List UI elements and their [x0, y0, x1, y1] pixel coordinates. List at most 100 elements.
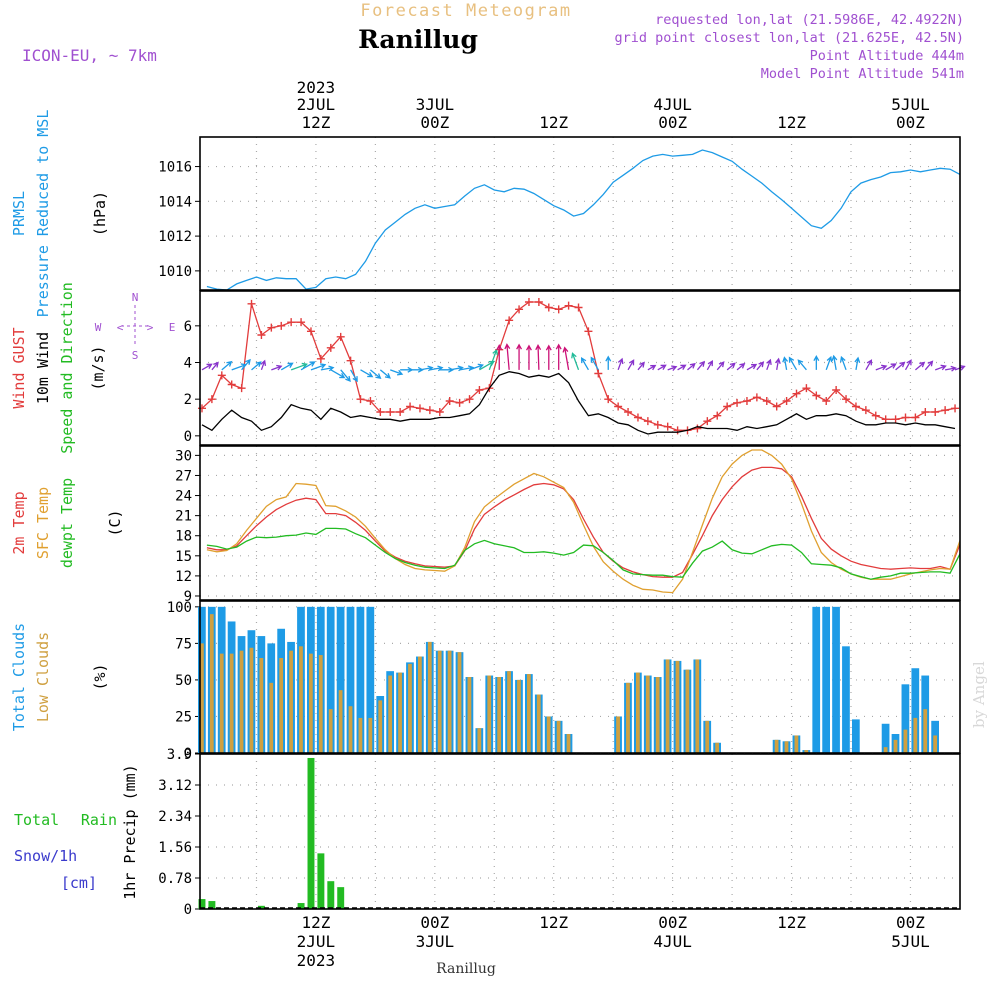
wind-direction-arrow	[545, 344, 552, 370]
sfc-temp-line	[206, 449, 961, 594]
gust-marker	[277, 321, 286, 330]
wind-direction-arrow	[340, 369, 351, 382]
gust-marker	[624, 408, 633, 416]
wind-direction-arrow	[350, 369, 358, 383]
gust-marker	[881, 415, 890, 424]
low-cloud-bar	[517, 679, 521, 753]
gust-marker	[267, 323, 276, 332]
gust-marker	[217, 371, 226, 380]
low-cloud-bar	[903, 729, 908, 753]
low-cloud-bar	[635, 672, 640, 753]
low-cloud-bar	[566, 734, 571, 753]
low-cloud-bar	[804, 750, 809, 753]
wind-direction-arrow	[251, 361, 262, 371]
wind-direction-arrow	[885, 363, 897, 371]
y-axis-unit: (hPa)	[91, 191, 109, 236]
precip-legend-label: Rain	[81, 811, 117, 829]
wind-direction-arrow	[488, 348, 498, 371]
wind-direction-arrow	[766, 358, 772, 371]
panel-label-line: 10m Wind	[34, 332, 52, 404]
wind-direction-arrow	[736, 362, 746, 371]
low-cloud-bar	[705, 720, 710, 753]
gust-marker	[614, 402, 623, 411]
wind-direction-arrow	[782, 356, 789, 370]
gust-marker	[673, 426, 682, 435]
time-label-day: 5JUL	[891, 95, 930, 114]
low-cloud-bar	[269, 682, 274, 753]
10m-wind-line	[201, 371, 956, 435]
gust-marker	[921, 408, 930, 416]
low-cloud-bar	[318, 655, 323, 753]
total-cloud-bar	[851, 719, 860, 753]
time-label-hour: 00Z	[658, 913, 687, 932]
gust-marker	[544, 303, 553, 312]
time-label-day: 4JUL	[653, 932, 692, 951]
gust-marker	[356, 395, 365, 404]
gust-marker	[871, 411, 880, 420]
wind-direction-arrow	[516, 343, 523, 370]
wind-direction-arrow	[945, 365, 957, 372]
y-tick-label: 27	[175, 468, 192, 484]
prmsl-line	[206, 149, 961, 291]
precip-legend-label: [cm]	[61, 874, 97, 892]
time-label-day: 2JUL	[297, 95, 336, 114]
wind-direction-arrow	[260, 359, 267, 371]
gust-marker	[891, 415, 900, 424]
time-label-hour: 12Z	[539, 113, 568, 132]
rain-bar	[317, 853, 325, 909]
low-cloud-bar	[358, 717, 363, 753]
wind-direction-arrow	[617, 357, 624, 371]
gust-marker	[406, 402, 415, 411]
gust-marker	[693, 424, 702, 433]
rain-bar	[337, 887, 345, 909]
low-cloud-bar	[348, 706, 353, 753]
panel-label-line: Pressure Reduced to MSL	[34, 110, 52, 318]
y-tick-label: 75	[175, 636, 192, 652]
time-label-day: 4JUL	[653, 95, 692, 114]
low-cloud-bar	[378, 700, 383, 753]
low-cloud-bar	[457, 652, 462, 753]
compass-e: E	[169, 321, 176, 334]
supertitle: Forecast Meteogram	[360, 1, 571, 21]
low-cloud-bar	[774, 739, 779, 753]
gust-marker	[554, 305, 563, 314]
wind-direction-arrow	[571, 352, 580, 371]
gust-marker	[703, 417, 712, 426]
gust-marker	[782, 397, 791, 405]
precip-legend-label: Snow/1h	[14, 847, 77, 865]
gust-marker	[822, 397, 831, 405]
location-title: Ranillug	[358, 25, 478, 54]
wind-direction-arrow	[526, 344, 532, 370]
low-cloud-bar	[219, 653, 224, 753]
gust-marker	[742, 397, 751, 405]
compass-arrow-west: <	[117, 321, 124, 334]
y-axis-unit: (C)	[106, 509, 124, 536]
time-label-hour: 12Z	[777, 913, 806, 932]
y-tick-label: 1016	[158, 160, 192, 176]
wind-direction-arrow	[726, 362, 736, 371]
gust-marker	[455, 398, 464, 407]
panel-temperature: 9 12 15 18 21 24 27 30 2m Temp SFC Temp dewpt Temp…	[10, 445, 961, 605]
wind-direction-arrow	[379, 369, 391, 379]
low-cloud-bar	[477, 728, 482, 753]
gust-marker	[524, 298, 533, 306]
y-tick-label: 0	[184, 902, 192, 918]
gust-marker	[851, 402, 860, 411]
precip-legend-label: Total	[14, 811, 59, 829]
y-tick-label: 2.34	[158, 809, 192, 825]
y-tick-label: 6	[184, 319, 192, 335]
rain-bar	[297, 903, 305, 909]
low-cloud-bar	[338, 690, 343, 753]
wind-direction-arrow	[469, 363, 484, 371]
panel-clouds: 0 25 50 75 100 Total Clouds Low Clouds (%)	[10, 600, 961, 762]
low-cloud-bar	[259, 658, 264, 753]
wind-direction-arrow	[831, 354, 838, 370]
dewpt-temp-line	[206, 527, 961, 580]
gust-marker	[396, 408, 405, 416]
time-label-hour: 00Z	[658, 113, 687, 132]
gust-marker	[564, 301, 573, 310]
wind-direction-arrow	[637, 361, 645, 371]
compass-w: W	[95, 321, 102, 334]
y-tick-label: 50	[175, 673, 192, 689]
wind-direction-arrow	[825, 355, 833, 371]
